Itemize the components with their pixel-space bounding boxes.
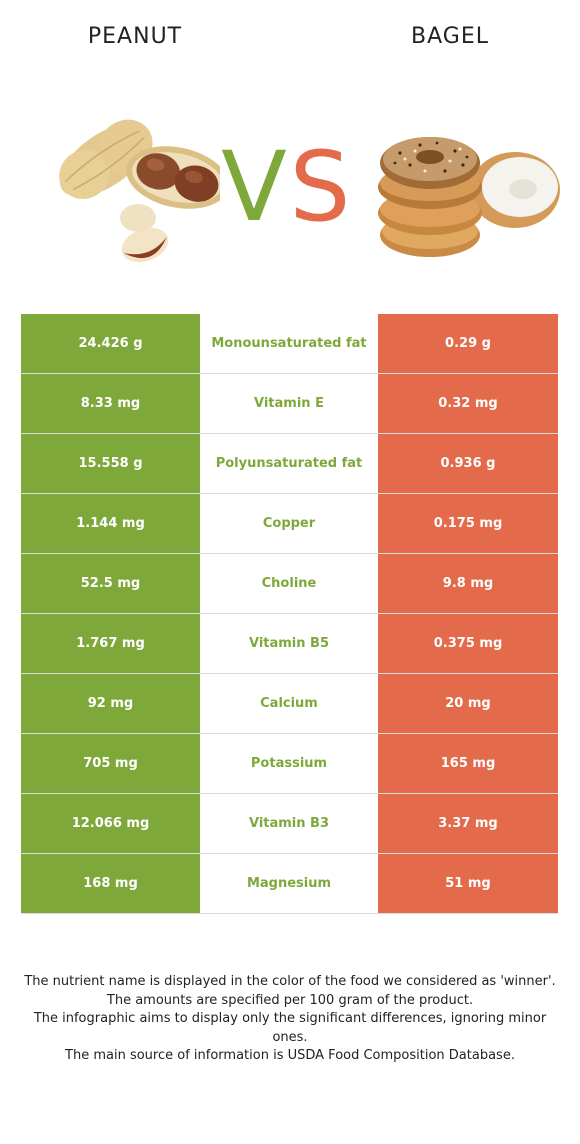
nutrient-name: Magnesium: [200, 853, 378, 914]
peanut-value: 1.767 mg: [21, 613, 200, 674]
table-row: 705 mg Potassium 165 mg: [21, 733, 558, 794]
nutrient-name: Vitamin B5: [200, 613, 378, 674]
bagel-value: 0.175 mg: [378, 493, 558, 554]
table-row: 168 mg Magnesium 51 mg: [21, 853, 558, 914]
peanut-value: 24.426 g: [21, 314, 200, 374]
table-row: 8.33 mg Vitamin E 0.32 mg: [21, 373, 558, 434]
nutrient-name: Potassium: [200, 733, 378, 794]
bagel-value: 0.375 mg: [378, 613, 558, 674]
bagel-value: 20 mg: [378, 673, 558, 734]
table-row: 12.066 mg Vitamin B3 3.37 mg: [21, 793, 558, 854]
peanut-image: [59, 119, 220, 263]
right-food-title: BAGEL: [411, 24, 489, 49]
comparison-table: 24.426 g Monounsaturated fat 0.29 g 8.33 mg…: [21, 314, 558, 914]
bagel-value: 165 mg: [378, 733, 558, 794]
peanut-value: 92 mg: [21, 673, 200, 734]
bagel-value: 3.37 mg: [378, 793, 558, 854]
vs-logo: V S: [222, 131, 351, 238]
vs-letter-v: V: [222, 131, 287, 238]
footnote-line: The amounts are specified per 100 gram o…: [106, 992, 474, 1008]
table-row: 15.558 g Polyunsaturated fat 0.936 g: [21, 433, 558, 494]
peanut-value: 15.558 g: [21, 433, 200, 494]
peanut-value: 1.144 mg: [21, 493, 200, 554]
footnote-line: The main source of information is USDA F…: [65, 1048, 515, 1063]
nutrient-name: Vitamin B3: [200, 793, 378, 854]
left-food-title: PEANUT: [87, 24, 183, 49]
peanut-value: 705 mg: [21, 733, 200, 794]
footnote: The nutrient name is displayed in the co…: [16, 973, 564, 1066]
table-row: 1.767 mg Vitamin B5 0.375 mg: [21, 613, 558, 674]
table-row: 24.426 g Monounsaturated fat 0.29 g: [21, 314, 558, 374]
bagel-image: [378, 137, 560, 257]
nutrient-name: Polyunsaturated fat: [200, 433, 378, 494]
bagel-value: 0.29 g: [378, 314, 558, 374]
footnote-line: The nutrient name is displayed in the co…: [24, 974, 556, 989]
bagel-value: 0.32 mg: [378, 373, 558, 434]
nutrient-name: Copper: [200, 493, 378, 554]
nutrient-name: Monounsaturated fat: [200, 314, 378, 374]
table-row: 1.144 mg Copper 0.175 mg: [21, 493, 558, 554]
bagel-value: 51 mg: [378, 853, 558, 914]
peanut-value: 52.5 mg: [21, 553, 200, 614]
nutrient-name: Choline: [200, 553, 378, 614]
peanut-value: 8.33 mg: [21, 373, 200, 434]
nutrient-name: Vitamin E: [200, 373, 378, 434]
table-row: 52.5 mg Choline 9.8 mg: [21, 553, 558, 614]
bagel-value: 0.936 g: [378, 433, 558, 494]
table-row: 92 mg Calcium 20 mg: [21, 673, 558, 734]
nutrient-name: Calcium: [200, 673, 378, 734]
vs-letter-s: S: [290, 131, 351, 238]
footnote-line: The infographic aims to display only the…: [33, 1011, 547, 1045]
peanut-value: 12.066 mg: [21, 793, 200, 854]
peanut-value: 168 mg: [21, 853, 200, 914]
bagel-value: 9.8 mg: [378, 553, 558, 614]
